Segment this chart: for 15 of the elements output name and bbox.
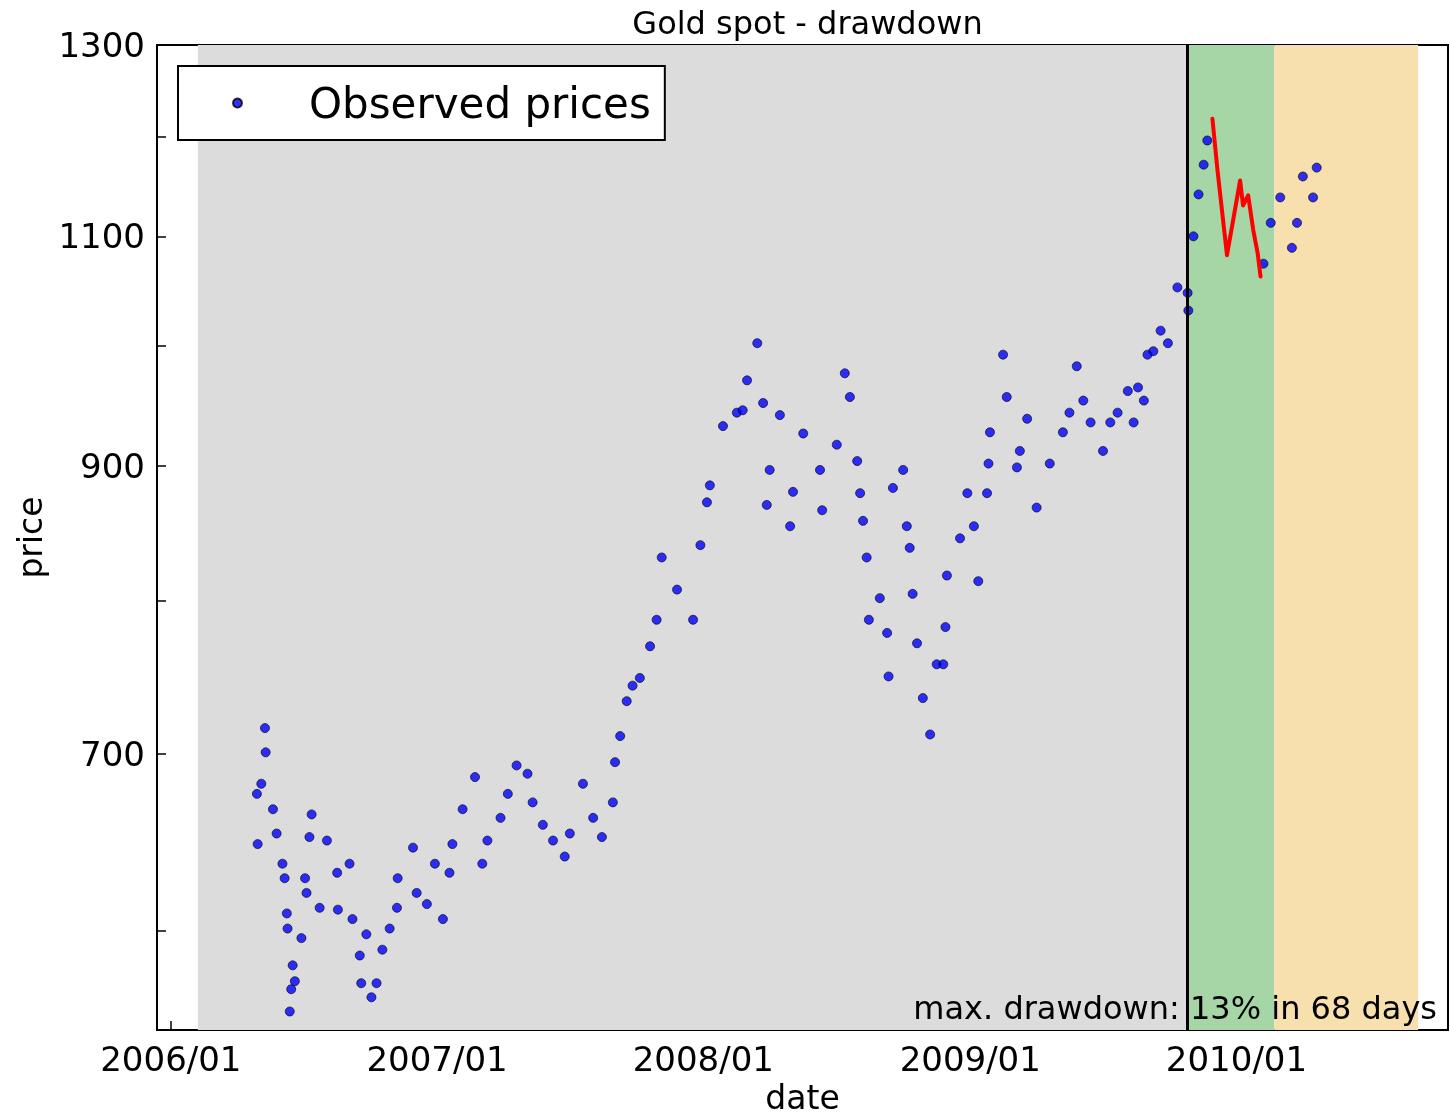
- line-series: [1210, 116, 1263, 279]
- x-tick-label: 2007/01: [366, 1039, 508, 1080]
- y-tick-label: 1300: [58, 25, 145, 65]
- y-axis-title: price: [11, 496, 50, 579]
- y-tick-label: 1100: [58, 216, 145, 257]
- chart-title: Gold spot - drawdown: [632, 4, 983, 42]
- x-tick-label: 2008/01: [632, 1039, 774, 1080]
- x-tick-label: 2010/01: [1165, 1039, 1308, 1080]
- annotation: max. drawdown: 13% in 68 days: [913, 989, 1437, 1027]
- x-tick-label: 2006/01: [100, 1039, 242, 1080]
- y-tick-label: 900: [80, 446, 145, 487]
- x-tick-label: 2009/01: [899, 1039, 1041, 1080]
- legend-label: Observed prices: [309, 78, 651, 128]
- x-axis-title: date: [765, 1078, 840, 1117]
- y-tick-label: 700: [80, 733, 145, 774]
